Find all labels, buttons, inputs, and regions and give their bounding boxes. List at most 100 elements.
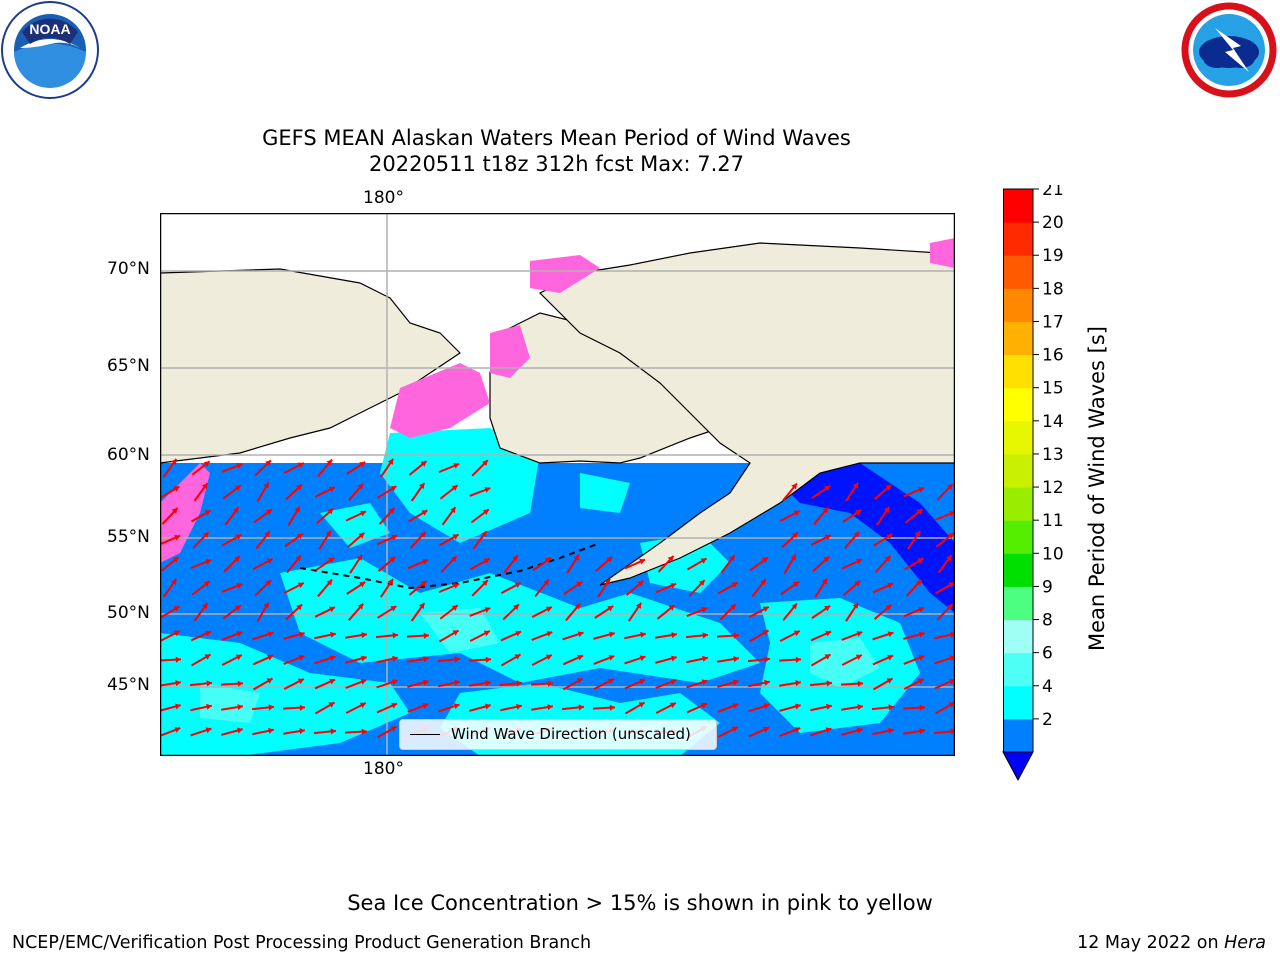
direction-arrow-head: [822, 507, 829, 514]
direction-arrow-head: [453, 582, 460, 589]
colorbar-bin: [1003, 321, 1033, 356]
direction-arrow-head: [700, 558, 707, 564]
direction-arrow-head: [482, 509, 489, 515]
direction-arrow-head: [359, 462, 366, 468]
direction-arrow-head: [729, 604, 736, 611]
colorbar-bin: [1003, 189, 1033, 223]
direction-arrow-head: [484, 487, 491, 493]
colorbar-tick-label: 9: [1042, 577, 1053, 597]
colorbar-bin: [1003, 685, 1033, 720]
direction-arrow-head: [826, 680, 832, 687]
colorbar-tick-label: 16: [1042, 346, 1064, 366]
direction-arrow-head: [388, 507, 395, 514]
lat-label-70: 70°N: [107, 259, 150, 279]
direction-arrow-head: [483, 630, 490, 637]
direction-arrow-head: [670, 679, 677, 685]
direction-arrow-head: [577, 654, 584, 661]
direction-arrow-head: [514, 582, 521, 588]
colorbar-bin: [1003, 354, 1033, 389]
direction-arrow-head: [423, 656, 429, 663]
direction-arrow-head: [205, 630, 212, 637]
direction-arrow-head: [946, 484, 953, 490]
direction-arrow-head: [821, 578, 827, 585]
direction-arrow-head: [762, 606, 769, 612]
direction-arrow-head: [793, 630, 800, 637]
direction-arrow-head: [237, 680, 243, 687]
direction-arrow-head: [170, 458, 177, 465]
direction-arrow-head: [266, 678, 273, 684]
direction-arrow-head: [452, 630, 459, 636]
direction-arrow-head: [297, 678, 304, 685]
direction-arrow-head: [792, 532, 799, 539]
direction-arrow-head: [918, 486, 925, 493]
direction-arrow-head: [173, 606, 180, 612]
colorbar-tick-label: 14: [1042, 412, 1064, 432]
direction-arrow-head: [391, 679, 398, 686]
direction-arrow-head: [825, 630, 832, 637]
direction-arrow-head: [357, 483, 364, 490]
direction-arrow-head: [763, 726, 770, 733]
direction-arrow-head: [702, 655, 708, 662]
direction-arrow-head: [233, 507, 239, 514]
direction-arrow-head: [418, 602, 425, 609]
direction-arrow-head: [790, 554, 796, 561]
direction-arrow-head: [297, 533, 304, 540]
direction-arrow-head: [733, 632, 739, 639]
direction-arrow-head: [857, 704, 863, 711]
direction-arrow-head: [298, 631, 305, 638]
map-panel: [160, 213, 955, 756]
direction-arrow-head: [856, 558, 862, 565]
direction-arrow-head: [484, 607, 491, 613]
direction-arrow-head: [826, 703, 832, 710]
direction-arrow-head: [698, 580, 705, 586]
direction-arrow-head: [392, 655, 398, 662]
direction-arrow-head: [945, 555, 952, 562]
direction-arrow-head: [856, 727, 863, 734]
direction-arrow-head: [545, 654, 552, 661]
direction-arrow-head: [174, 534, 181, 541]
direction-arrow-head: [454, 679, 460, 686]
direction-arrow-head: [205, 558, 212, 565]
direction-arrow-head: [732, 679, 739, 686]
direction-arrow-head: [359, 582, 366, 588]
direction-arrow-head: [635, 602, 642, 609]
colorbar-tick-label: 6: [1042, 644, 1053, 664]
direction-arrow-head: [795, 656, 801, 663]
direction-arrow-head: [763, 703, 770, 710]
direction-arrow-head: [639, 678, 646, 685]
direction-arrow-head: [296, 484, 303, 491]
direction-arrow-head: [328, 702, 335, 708]
direction-arrow-head: [264, 531, 270, 538]
colorbar-tick-label: 17: [1042, 312, 1064, 332]
direction-arrow-head: [268, 727, 274, 734]
direction-arrow-head: [887, 654, 894, 661]
direction-arrow-head: [794, 703, 801, 710]
direction-arrow-head: [852, 602, 858, 609]
direction-arrow-head: [793, 510, 800, 517]
direction-arrow-head: [791, 483, 797, 490]
colorbar-tick-label: 15: [1042, 379, 1064, 399]
direction-arrow-head: [884, 555, 891, 562]
colorbar-tick-label: 13: [1042, 445, 1064, 465]
direction-arrow-head: [420, 581, 427, 587]
direction-arrow-head: [298, 655, 305, 661]
direction-arrow-head: [391, 702, 398, 709]
direction-arrow-head: [731, 582, 738, 588]
direction-arrow-head: [764, 679, 770, 686]
lat-label-45: 45°N: [107, 675, 150, 695]
colorbar-bin: [1003, 553, 1033, 587]
direction-arrow-head: [639, 558, 646, 565]
direction-arrow-head: [825, 727, 832, 734]
direction-arrow-head: [422, 558, 429, 565]
direction-arrow-head: [481, 460, 488, 467]
direction-arrow-head: [854, 580, 861, 587]
direction-arrow-head: [483, 558, 490, 564]
colorbar-bin: [1003, 520, 1033, 554]
direction-arrow-head: [451, 485, 458, 491]
direction-arrow-head: [762, 630, 769, 636]
direction-arrow-head: [731, 726, 738, 733]
direction-arrow-head: [573, 554, 579, 561]
direction-arrow-head: [888, 704, 894, 711]
direction-arrow-head: [947, 533, 954, 539]
colorbar-tick-label: 12: [1042, 478, 1064, 498]
